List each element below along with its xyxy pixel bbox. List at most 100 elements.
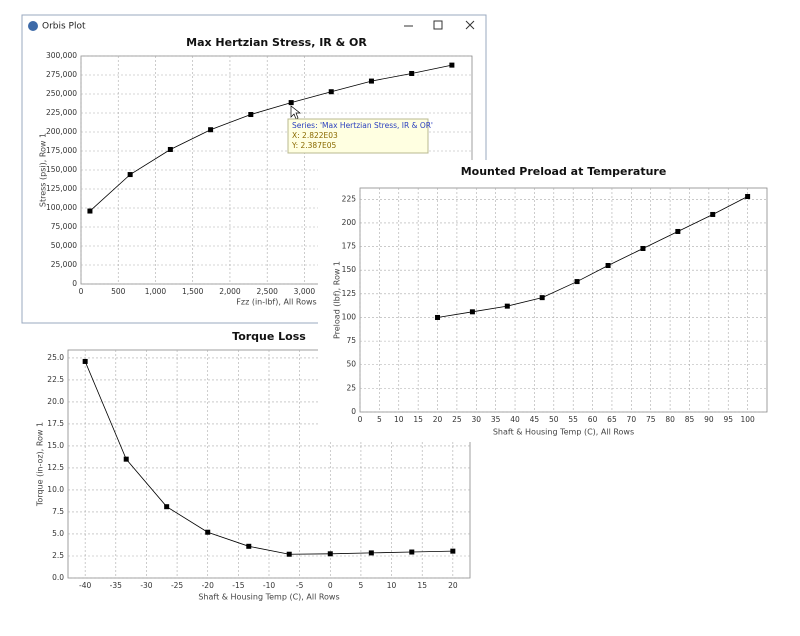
y-tick-label: 15.0 bbox=[47, 441, 64, 450]
x-tick-label: 100 bbox=[740, 415, 755, 424]
x-tick-label: 80 bbox=[665, 415, 675, 424]
y-tick-label: 125 bbox=[342, 289, 357, 298]
x-tick-label: 2,000 bbox=[219, 287, 241, 296]
x-tick-label: 35 bbox=[491, 415, 501, 424]
x-tick-label: 5 bbox=[377, 415, 382, 424]
x-tick-label: 90 bbox=[704, 415, 714, 424]
y-tick-label: 50 bbox=[346, 360, 356, 369]
y-tick-label: 20.0 bbox=[47, 397, 64, 406]
data-point bbox=[328, 89, 334, 95]
x-tick-label: 0 bbox=[358, 415, 363, 424]
x-tick-label: 25 bbox=[452, 415, 462, 424]
series-line bbox=[84, 361, 453, 555]
y-tick-label: 225 bbox=[342, 194, 357, 203]
y-tick-label: 200,000 bbox=[46, 127, 77, 136]
y-tick-label: 150 bbox=[342, 265, 357, 274]
tooltip-box bbox=[287, 118, 429, 154]
y-tick-label: 12.5 bbox=[47, 463, 64, 472]
chart: Mounted Preload at Temperature0255075100… bbox=[318, 160, 776, 442]
data-point bbox=[127, 172, 133, 178]
chart-title: Mounted Preload at Temperature bbox=[461, 165, 667, 178]
y-tick-label: 22.5 bbox=[47, 375, 64, 384]
data-point bbox=[368, 78, 374, 84]
y-tick-label: 7.5 bbox=[52, 507, 64, 516]
x-tick-label: 10 bbox=[394, 415, 404, 424]
data-point bbox=[605, 263, 611, 269]
y-tick-label: 2.5 bbox=[52, 551, 64, 560]
x-tick-label: 1,500 bbox=[182, 287, 204, 296]
data-point bbox=[246, 543, 252, 549]
x-tick-label: 500 bbox=[111, 287, 126, 296]
data-point bbox=[710, 211, 716, 217]
data-point bbox=[87, 208, 93, 214]
y-tick-label: 25 bbox=[346, 383, 356, 392]
data-point bbox=[469, 309, 475, 315]
x-tick-label: 10 bbox=[387, 581, 397, 590]
app-icon bbox=[28, 21, 38, 31]
x-tick-label: 5 bbox=[359, 581, 364, 590]
data-point bbox=[409, 70, 415, 76]
y-tick-label: 25.0 bbox=[47, 353, 64, 362]
y-tick-label: 300,000 bbox=[46, 51, 77, 60]
y-tick-label: 50,000 bbox=[51, 241, 77, 250]
chart-title: Torque Loss bbox=[232, 330, 306, 343]
tooltip: Series: 'Max Hertzian Stress, IR & OR' X… bbox=[287, 105, 433, 154]
data-point bbox=[574, 279, 580, 285]
x-tick-label: 55 bbox=[568, 415, 578, 424]
data-point bbox=[123, 456, 129, 462]
data-point bbox=[504, 303, 510, 309]
x-tick-label: -10 bbox=[263, 581, 275, 590]
data-point bbox=[164, 504, 170, 510]
x-axis-label: Shaft & Housing Temp (C), All Rows bbox=[198, 593, 339, 602]
data-point bbox=[449, 62, 455, 68]
x-tick-label: -30 bbox=[140, 581, 152, 590]
data-point bbox=[409, 549, 415, 555]
plot-area bbox=[359, 187, 768, 413]
data-point bbox=[675, 228, 681, 234]
x-tick-label: 1,000 bbox=[145, 287, 167, 296]
tooltip-line: Series: 'Max Hertzian Stress, IR & OR' bbox=[292, 121, 433, 130]
data-point bbox=[539, 295, 545, 301]
x-tick-label: -25 bbox=[171, 581, 183, 590]
maximize-button[interactable] bbox=[433, 20, 443, 30]
y-tick-label: 75 bbox=[346, 336, 356, 345]
y-axis-label: Torque (in-oz), Row 1 bbox=[36, 422, 45, 507]
y-tick-label: 150,000 bbox=[46, 165, 77, 174]
y-tick-label: 200 bbox=[342, 218, 357, 227]
data-point bbox=[286, 551, 292, 557]
x-tick-label: 45 bbox=[530, 415, 540, 424]
y-tick-label: 125,000 bbox=[46, 184, 77, 193]
y-tick-label: 0 bbox=[351, 407, 356, 416]
tooltip-line: Y: 2.387E05 bbox=[291, 141, 336, 150]
y-tick-label: 25,000 bbox=[51, 260, 77, 269]
close-button[interactable] bbox=[465, 20, 475, 30]
x-axis-label: Fzz (in-lbf), All Rows bbox=[236, 298, 316, 307]
y-tick-label: 0.0 bbox=[52, 573, 64, 582]
y-tick-label: 175,000 bbox=[46, 146, 77, 155]
x-tick-label: 30 bbox=[472, 415, 482, 424]
data-point bbox=[82, 358, 88, 364]
y-tick-label: 100 bbox=[342, 312, 357, 321]
x-tick-label: 0 bbox=[79, 287, 84, 296]
x-tick-label: 15 bbox=[417, 581, 427, 590]
x-tick-label: -40 bbox=[79, 581, 91, 590]
y-tick-label: 17.5 bbox=[47, 419, 64, 428]
x-tick-label: 75 bbox=[646, 415, 656, 424]
x-tick-label: 40 bbox=[510, 415, 520, 424]
data-point bbox=[640, 245, 646, 251]
series-line bbox=[89, 64, 452, 212]
x-tick-label: 65 bbox=[607, 415, 617, 424]
x-tick-label: -35 bbox=[110, 581, 122, 590]
x-tick-label: 0 bbox=[328, 581, 333, 590]
x-tick-label: 15 bbox=[413, 415, 423, 424]
y-tick-label: 75,000 bbox=[51, 222, 77, 231]
data-point bbox=[248, 112, 254, 118]
window-title: Orbis Plot bbox=[42, 22, 86, 32]
x-tick-label: 85 bbox=[685, 415, 695, 424]
x-tick-label: 3,000 bbox=[294, 287, 316, 296]
y-tick-label: 5.0 bbox=[52, 529, 64, 538]
x-tick-label: 20 bbox=[433, 415, 443, 424]
x-tick-label: 2,500 bbox=[256, 287, 278, 296]
chart-title: Max Hertzian Stress, IR & OR bbox=[186, 36, 367, 49]
